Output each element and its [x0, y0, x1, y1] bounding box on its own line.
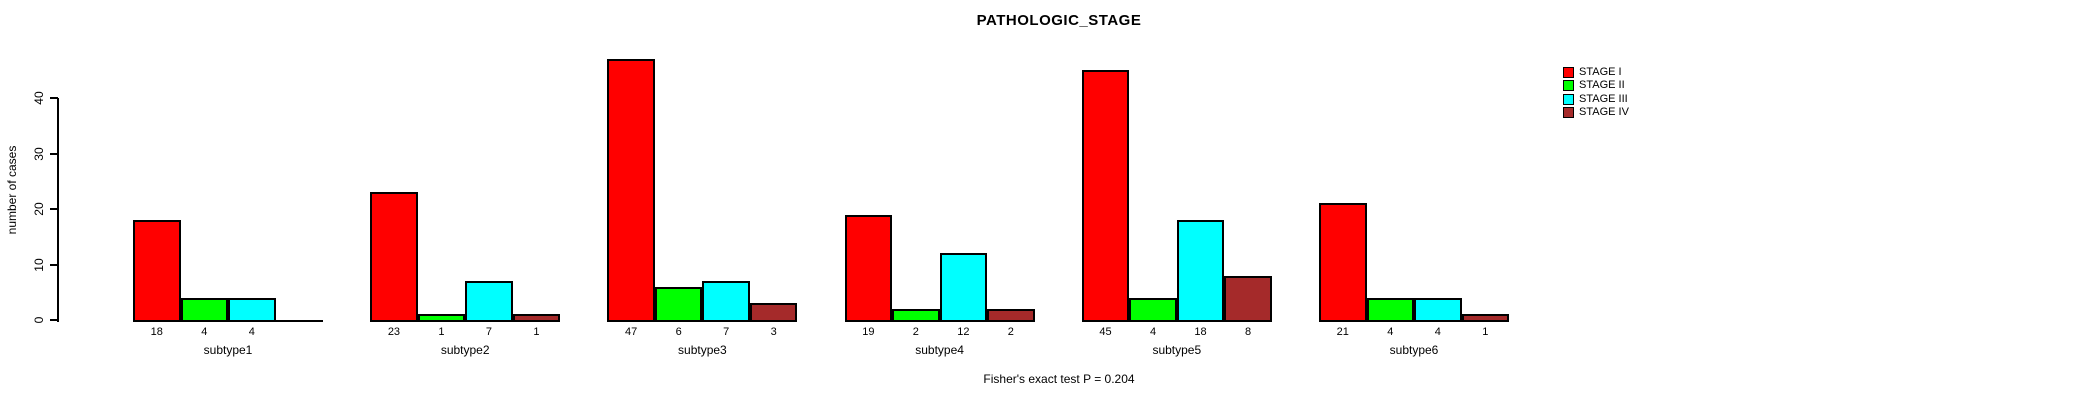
bar-value-label: 7 — [485, 326, 492, 338]
bar-stage-iii-subtype4 — [939, 253, 988, 322]
legend-swatch-icon — [1563, 67, 1574, 79]
bar-stage-iii-subtype1 — [228, 297, 276, 322]
bar-value-label: 2 — [912, 326, 919, 338]
x-category-label: subtype1 — [203, 343, 253, 357]
bar-value-label: 6 — [675, 326, 682, 338]
y-tick-label: 40 — [32, 91, 46, 105]
bar-stage-i-subtype3 — [607, 59, 655, 322]
legend-swatch-icon — [1563, 80, 1574, 92]
bar-stage-iii-subtype6 — [1414, 297, 1462, 322]
legend-item: STAGE II — [1563, 79, 1629, 92]
x-axis-segment — [1319, 320, 1509, 322]
legend-swatch-icon — [1563, 107, 1574, 119]
legend-label: STAGE II — [1579, 79, 1625, 92]
bar-value-label: 23 — [387, 326, 401, 338]
bar-value-label: 4 — [1434, 326, 1441, 338]
bar-stage-iv-subtype5 — [1224, 275, 1272, 322]
bar-stage-ii-subtype6 — [1366, 297, 1414, 322]
x-axis-segment — [607, 320, 798, 322]
x-category-label: subtype5 — [1152, 343, 1202, 357]
chart-title: PATHOLOGIC_STAGE — [976, 12, 1142, 29]
bar-value-label: 12 — [957, 326, 970, 338]
legend-swatch-icon — [1563, 93, 1574, 105]
y-tick-mark — [50, 263, 58, 266]
bar-value-label: 45 — [1099, 326, 1112, 338]
bar-value-label: 4 — [248, 326, 255, 338]
y-tick-label: 30 — [32, 146, 46, 161]
legend-label: STAGE III — [1579, 92, 1628, 105]
legend-label: STAGE IV — [1579, 106, 1629, 119]
legend-item: STAGE IV — [1563, 106, 1629, 119]
bar-value-label: 18 — [1194, 326, 1207, 338]
x-category-label: subtype4 — [915, 343, 964, 357]
x-axis-segment — [133, 320, 323, 322]
bar-stage-iii-subtype3 — [702, 281, 750, 322]
x-category-label: subtype6 — [1389, 343, 1439, 357]
bar-value-label: 21 — [1336, 326, 1349, 338]
bar-value-label: 7 — [723, 326, 730, 338]
y-tick-label: 10 — [32, 257, 46, 272]
x-axis-segment — [370, 320, 561, 322]
annotation-text: Fisher's exact test P = 0.204 — [983, 372, 1135, 386]
bar-value-label: 4 — [201, 326, 208, 338]
bar-stage-i-subtype4 — [844, 214, 893, 322]
bar-stage-ii-subtype3 — [654, 286, 703, 322]
legend-label: STAGE I — [1579, 66, 1622, 79]
y-tick-label: 0 — [32, 316, 46, 324]
bar-value-label: 18 — [150, 326, 163, 338]
y-axis-line — [57, 98, 59, 322]
legend-item: STAGE I — [1563, 66, 1629, 79]
bar-stage-i-subtype5 — [1081, 70, 1130, 322]
bar-stage-i-subtype2 — [370, 192, 418, 322]
y-tick-mark — [50, 319, 58, 321]
bar-value-label: 4 — [1387, 326, 1394, 338]
bar-stage-ii-subtype1 — [180, 297, 228, 322]
bar-value-label: 4 — [1149, 326, 1157, 338]
bar-value-label: 8 — [1244, 326, 1252, 338]
x-category-label: subtype2 — [440, 343, 490, 357]
bar-stage-i-subtype6 — [1319, 203, 1367, 322]
bar-stage-i-subtype1 — [133, 220, 181, 322]
y-tick-mark — [50, 152, 58, 155]
y-tick-label: 20 — [32, 202, 46, 216]
y-tick-mark — [50, 208, 58, 210]
bar-value-label: 1 — [1482, 326, 1489, 338]
bar-stage-iii-subtype5 — [1176, 220, 1225, 322]
legend-item: STAGE III — [1563, 93, 1629, 106]
x-category-label: subtype3 — [678, 343, 727, 357]
bar-stage-iii-subtype2 — [465, 281, 513, 322]
x-axis-segment — [1081, 320, 1272, 322]
y-tick-mark — [50, 97, 58, 99]
y-axis-label: number of cases — [5, 145, 19, 235]
bar-value-label: 1 — [438, 326, 445, 338]
bar-value-label: 1 — [533, 326, 540, 338]
bar-stage-ii-subtype5 — [1129, 297, 1177, 322]
bar-value-label: 19 — [862, 326, 875, 338]
legend: STAGE I STAGE II STAGE III STAGE IV — [1563, 66, 1629, 119]
bar-value-label: 47 — [625, 326, 638, 338]
x-axis-segment — [844, 320, 1035, 322]
bar-value-label: 3 — [770, 326, 777, 338]
bar-value-label: 2 — [1007, 326, 1014, 338]
